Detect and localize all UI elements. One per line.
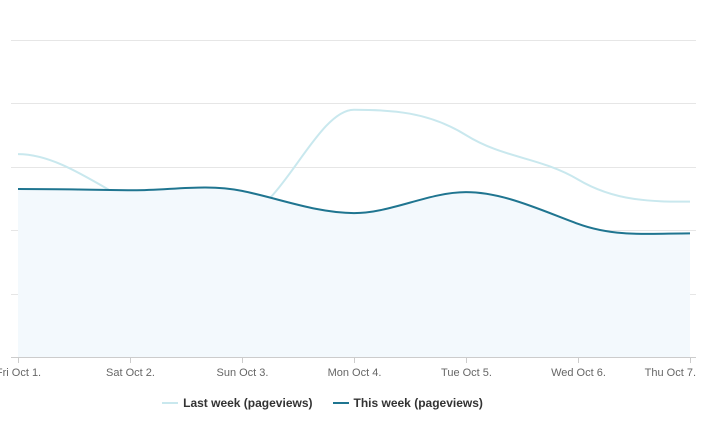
legend: Last week (pageviews) This week (pagevie… — [0, 396, 645, 410]
x-tick-label: Mon Oct 4. — [328, 367, 382, 379]
series-layer — [17, 108, 691, 357]
x-tick-label: Wed Oct 6. — [551, 367, 606, 379]
legend-item-last-week[interactable]: Last week (pageviews) — [162, 396, 313, 410]
legend-label-last-week: Last week (pageviews) — [183, 396, 313, 410]
x-tick-label: Thu Oct 7. — [645, 367, 696, 379]
legend-swatch-last-week — [162, 402, 179, 404]
x-tick-label: Sat Oct 2. — [106, 367, 155, 379]
x-axis: Fri Oct 1. Sat Oct 2. Sun Oct 3. Mon Oct 4.… — [0, 357, 696, 379]
x-tick-label: Fri Oct 1. — [0, 367, 41, 379]
legend-swatch-this-week — [332, 402, 349, 404]
series-area-this-week — [18, 187, 690, 357]
legend-item-this-week[interactable]: This week (pageviews) — [332, 396, 483, 410]
legend-label-this-week: This week (pageviews) — [353, 396, 483, 410]
line-chart: Fri Oct 1. Sat Oct 2. Sun Oct 3. Mon Oct 4.… — [0, 40, 696, 379]
x-tick-label: Tue Oct 5. — [441, 367, 492, 379]
x-tick-label: Sun Oct 3. — [217, 367, 269, 379]
series-line-this-week[interactable] — [17, 186, 691, 235]
